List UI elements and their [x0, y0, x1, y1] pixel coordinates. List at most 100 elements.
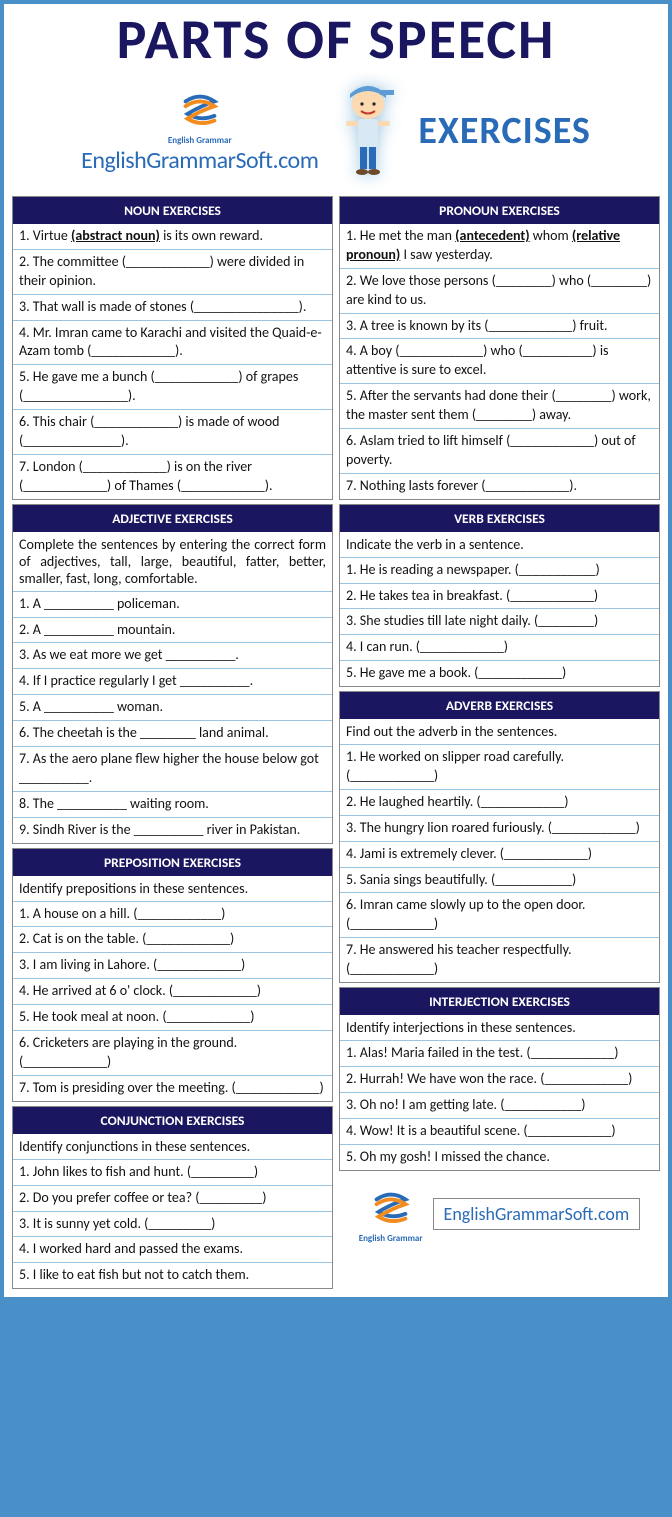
exercise-item: 1. Virtue (abstract noun) is its own rew… — [13, 224, 332, 250]
exercise-item: 3. She studies till late night daily. (_… — [340, 609, 659, 635]
exercise-item: 3. The hungry lion roared furiously. (__… — [340, 816, 659, 842]
exercise-item: 2. Hurrah! We have won the race. (______… — [340, 1067, 659, 1093]
exercise-item: 2. Cat is on the table. (____________) — [13, 927, 332, 953]
exercise-item: 8. The __________ waiting room. — [13, 792, 332, 818]
exercise-item: 1. John likes to fish and hunt. (_______… — [13, 1160, 332, 1186]
header-left-group: English Grammar EnglishGrammarSoft.com — [81, 87, 318, 175]
exercise-item: 7. Nothing lasts forever (____________). — [340, 474, 659, 499]
exercise-item: 4. I can run. (____________) — [340, 635, 659, 661]
footer-logo-box: English Grammar — [359, 1185, 423, 1244]
right-column: PRONOUN EXERCISES1. He met the man (ante… — [339, 196, 660, 1289]
logo-swirl-icon — [176, 87, 224, 135]
section-header: NOUN EXERCISES — [13, 197, 332, 224]
section-body: Identify conjunctions in these sentences… — [13, 1134, 332, 1288]
subtitle: EXERCISES — [418, 108, 590, 154]
section-body: Complete the sentences by entering the c… — [13, 532, 332, 843]
section-header: ADJECTIVE EXERCISES — [13, 505, 332, 532]
columns: NOUN EXERCISES1. Virtue (abstract noun) … — [12, 196, 660, 1289]
section-body: 1. Virtue (abstract noun) is its own rew… — [13, 224, 332, 499]
boy-illustration-icon — [328, 76, 408, 186]
exercise-item: 7. As the aero plane flew higher the hou… — [13, 747, 332, 792]
exercise-item: 1. He met the man (antecedent) whom (rel… — [340, 224, 659, 269]
exercise-section: INTERJECTION EXERCISESIdentify interject… — [339, 987, 660, 1170]
exercise-item: 7. London (____________) is on the river… — [13, 455, 332, 499]
exercise-item: 3. As we eat more we get __________. — [13, 643, 332, 669]
exercise-item: 1. A house on a hill. (____________) — [13, 902, 332, 928]
footer-site-name: EnglishGrammarSoft.com — [433, 1198, 641, 1230]
header-row: English Grammar EnglishGrammarSoft.com — [12, 76, 660, 186]
section-body: Indicate the verb in a sentence.1. He is… — [340, 532, 659, 686]
exercise-item: 3. It is sunny yet cold. (_________) — [13, 1212, 332, 1238]
exercise-item: 2. He takes tea in breakfast. (_________… — [340, 584, 659, 610]
site-name: EnglishGrammarSoft.com — [81, 146, 318, 175]
exercise-item: 5. He gave me a book. (____________) — [340, 661, 659, 686]
exercise-item: 6. Aslam tried to lift himself (________… — [340, 429, 659, 474]
section-intro: Complete the sentences by entering the c… — [13, 532, 332, 592]
exercise-section: VERB EXERCISESIndicate the verb in a sen… — [339, 504, 660, 687]
exercise-section: PREPOSITION EXERCISESIdentify prepositio… — [12, 848, 333, 1102]
exercise-item: 7. He answered his teacher respectfully.… — [340, 938, 659, 982]
section-intro: Indicate the verb in a sentence. — [340, 532, 659, 558]
section-header: VERB EXERCISES — [340, 505, 659, 532]
section-header: CONJUNCTION EXERCISES — [13, 1107, 332, 1134]
exercise-section: PRONOUN EXERCISES1. He met the man (ante… — [339, 196, 660, 500]
logo-label: English Grammar — [168, 135, 232, 146]
exercise-item: 2. Do you prefer coffee or tea? (_______… — [13, 1186, 332, 1212]
exercise-item: 5. Oh my gosh! I missed the chance. — [340, 1145, 659, 1170]
footer-logo-label: English Grammar — [359, 1233, 423, 1244]
exercise-section: ADVERB EXERCISESFind out the adverb in t… — [339, 691, 660, 983]
exercise-item: 1. A __________ policeman. — [13, 592, 332, 618]
left-column: NOUN EXERCISES1. Virtue (abstract noun) … — [12, 196, 333, 1289]
exercise-item: 5. He took meal at noon. (____________) — [13, 1005, 332, 1031]
exercise-item: 4. Jami is extremely clever. (__________… — [340, 842, 659, 868]
section-body: Identify interjections in these sentence… — [340, 1015, 659, 1169]
exercise-item: 6. This chair (____________) is made of … — [13, 410, 332, 455]
exercise-item: 5. He gave me a bunch (____________) of … — [13, 365, 332, 410]
exercise-item: 2. The committee (____________) were div… — [13, 250, 332, 295]
exercise-item: 5. I like to eat fish but not to catch t… — [13, 1263, 332, 1288]
exercise-item: 2. We love those persons (________) who … — [340, 269, 659, 314]
section-header: PREPOSITION EXERCISES — [13, 849, 332, 876]
exercise-item: 3. I am living in Lahore. (____________) — [13, 953, 332, 979]
exercise-item: 3. Oh no! I am getting late. (__________… — [340, 1093, 659, 1119]
logo-swirl-icon — [367, 1185, 415, 1233]
exercise-item: 5. Sania sings beautifully. (___________… — [340, 868, 659, 894]
section-header: INTERJECTION EXERCISES — [340, 988, 659, 1015]
exercise-item: 6. Cricketers are playing in the ground.… — [13, 1031, 332, 1076]
exercise-item: 6. Imran came slowly up to the open door… — [340, 893, 659, 938]
exercise-item: 7. Tom is presiding over the meeting. (_… — [13, 1076, 332, 1101]
section-body: 1. He met the man (antecedent) whom (rel… — [340, 224, 659, 499]
header: PARTS OF SPEECH English Grammar EnglishG… — [12, 12, 660, 186]
section-header: PRONOUN EXERCISES — [340, 197, 659, 224]
exercise-item: 4. If I practice regularly I get _______… — [13, 669, 332, 695]
exercise-item: 1. He is reading a newspaper. (_________… — [340, 558, 659, 584]
exercise-item: 4. Mr. Imran came to Karachi and visited… — [13, 321, 332, 366]
exercise-item: 4. He arrived at 6 o' clock. (__________… — [13, 979, 332, 1005]
exercise-item: 4. I worked hard and passed the exams. — [13, 1237, 332, 1263]
exercise-item: 2. He laughed heartily. (____________) — [340, 790, 659, 816]
section-body: Find out the adverb in the sentences.1. … — [340, 719, 659, 982]
worksheet-page: PARTS OF SPEECH English Grammar EnglishG… — [0, 0, 672, 1301]
exercise-section: NOUN EXERCISES1. Virtue (abstract noun) … — [12, 196, 333, 500]
exercise-item: 1. He worked on slipper road carefully. … — [340, 745, 659, 790]
exercise-item: 4. Wow! It is a beautiful scene. (______… — [340, 1119, 659, 1145]
exercise-item: 5. A __________ woman. — [13, 695, 332, 721]
exercise-section: CONJUNCTION EXERCISESIdentify conjunctio… — [12, 1106, 333, 1289]
exercise-item: 9. Sindh River is the __________ river i… — [13, 818, 332, 843]
exercise-item: 5. After the servants had done their (__… — [340, 384, 659, 429]
section-header: ADVERB EXERCISES — [340, 692, 659, 719]
exercise-item: 6. The cheetah is the ________ land anim… — [13, 721, 332, 747]
exercise-item: 3. A tree is known by its (____________)… — [340, 314, 659, 340]
exercise-item: 4. A boy (____________) who (__________)… — [340, 339, 659, 384]
exercise-section: ADJECTIVE EXERCISESComplete the sentence… — [12, 504, 333, 844]
section-intro: Identify interjections in these sentence… — [340, 1015, 659, 1041]
footer-badge: English Grammar EnglishGrammarSoft.com — [339, 1185, 660, 1244]
main-title: PARTS OF SPEECH — [12, 12, 660, 68]
section-intro: Find out the adverb in the sentences. — [340, 719, 659, 745]
section-intro: Identify conjunctions in these sentences… — [13, 1134, 332, 1160]
logo-box: English Grammar — [168, 87, 232, 146]
exercise-item: 3. That wall is made of stones (________… — [13, 295, 332, 321]
section-body: Identify prepositions in these sentences… — [13, 876, 332, 1101]
section-intro: Identify prepositions in these sentences… — [13, 876, 332, 902]
exercise-item: 1. Alas! Maria failed in the test. (____… — [340, 1041, 659, 1067]
